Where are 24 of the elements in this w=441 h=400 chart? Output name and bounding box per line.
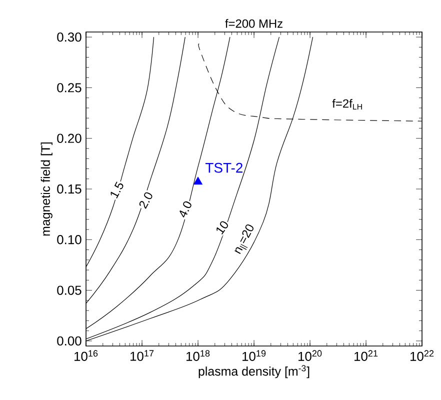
x-tick-label: 10$^{21}$ (354, 350, 378, 361)
y-axis-title: magnetic field [T] (40, 142, 52, 236)
y-tick-label: 0.25 (57, 83, 82, 92)
y-tick-label: 0.00 (57, 336, 82, 346)
annotation: 1.5 (110, 182, 124, 198)
y-tick-label: 0.05 (57, 286, 82, 295)
x-tick-label: 10$^{18}$ (186, 350, 210, 361)
chart-title: f=200 MHz (225, 19, 282, 28)
x-tick-label: 10$^{17}$ (130, 350, 154, 361)
x-tick-label: 10$^{22}$ (410, 350, 434, 361)
y-tick-label: 0.30 (57, 32, 82, 42)
x-tick-label: 10$^{20}$ (298, 350, 322, 361)
annotation: f=2f$_{LH}$ (332, 99, 362, 110)
y-tick-label: 0.20 (57, 134, 82, 143)
y-tick-label: 0.15 (57, 184, 82, 194)
x-tick-label: 10$^{16}$ (74, 350, 98, 361)
annotation: n$_{||}$=20 (234, 224, 254, 254)
annotation: 4.0 (180, 201, 192, 218)
annotation: 10 (216, 221, 228, 235)
y-tick-label: 0.10 (57, 235, 82, 244)
series-label: TST-2 (206, 162, 242, 173)
annotation: 2.0 (139, 192, 152, 209)
x-tick-label: 10$^{19}$ (242, 350, 266, 361)
x-axis-title: plasma density [m$^{-3}$] (198, 365, 310, 378)
